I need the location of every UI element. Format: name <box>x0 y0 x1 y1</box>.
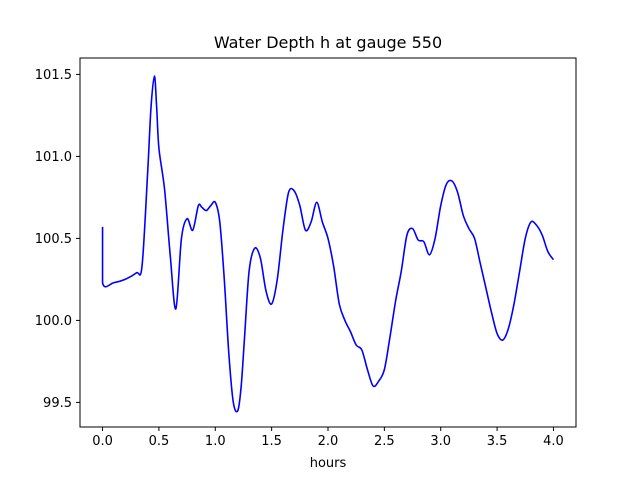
series-group <box>101 75 555 413</box>
x-tick-label: 3.0 <box>430 434 451 449</box>
x-tick-label: 4.0 <box>543 434 564 449</box>
y-tick-label: 101.0 <box>35 150 72 165</box>
series-line <box>101 75 555 413</box>
x-tick-label: 3.5 <box>487 434 508 449</box>
x-tick-label: 0.5 <box>149 434 170 449</box>
plot-frame <box>79 57 577 428</box>
chart-title: Water Depth h at gauge 550 <box>214 33 442 52</box>
ticks-group: 0.0 0.5 1.0 1.5 2.0 2.5 3.0 3.5 4.0 99.5 100.0 100.… <box>35 68 564 449</box>
x-tick-label: 1.5 <box>261 434 282 449</box>
x-tick-label: 2.0 <box>318 434 339 449</box>
x-tick-label: 0.0 <box>92 434 113 449</box>
y-tick-label: 100.0 <box>35 314 72 329</box>
x-axis-label: hours <box>310 456 347 471</box>
x-tick-label: 2.5 <box>374 434 395 449</box>
y-tick-label: 100.5 <box>35 232 72 247</box>
x-tick-label: 1.0 <box>205 434 226 449</box>
y-tick-label: 101.5 <box>35 68 72 83</box>
y-tick-label: 99.5 <box>43 396 72 411</box>
plot-area <box>80 58 576 427</box>
